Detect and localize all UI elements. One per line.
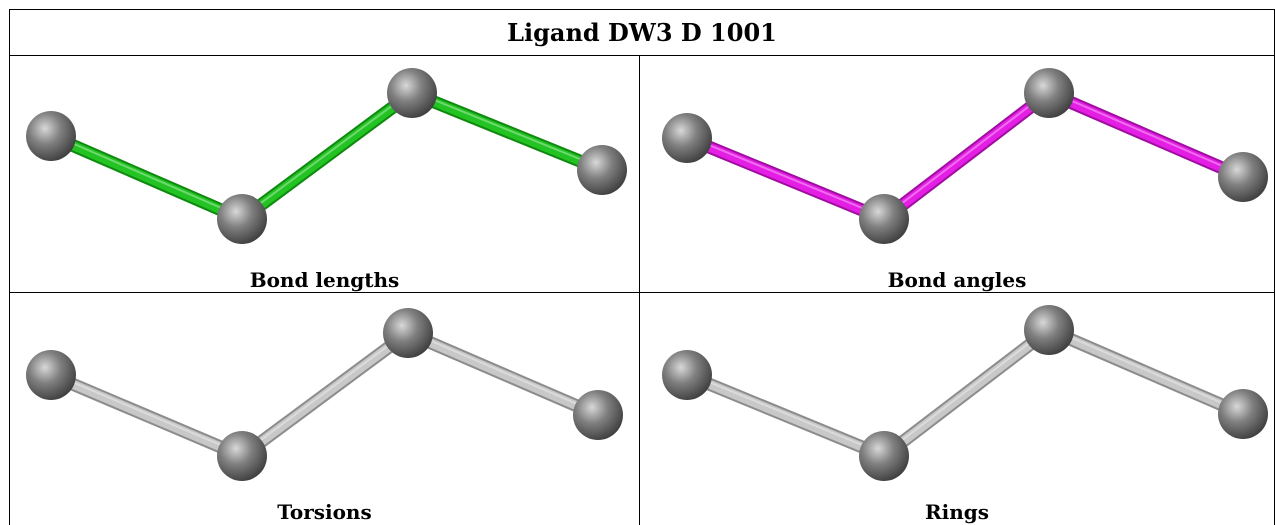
table-border-top (9, 9, 1275, 10)
atom-torsions-3 (383, 308, 433, 358)
bond-torsions-1 (44, 368, 249, 463)
atom-bond-lengths-4 (577, 145, 627, 195)
atom-bond-angles-1 (662, 113, 712, 163)
panel-bond-lengths: Bond lengths (10, 56, 639, 292)
table-border-middle (9, 292, 1275, 293)
molecule-bond-angles (662, 68, 1268, 244)
ligand-table: Ligand DW3 D 1001 Bond lengths Bond angl… (9, 9, 1275, 525)
ligand-title: Ligand DW3 D 1001 (507, 17, 777, 47)
panel-bond-angles: Bond angles (640, 56, 1274, 292)
bond-torsions-3 (401, 326, 605, 422)
molecule-bond-lengths (26, 68, 627, 244)
atom-bond-angles-3 (1024, 68, 1074, 118)
molecule-torsions (26, 308, 623, 481)
panel-rings: Rings (640, 293, 1274, 525)
atom-rings-2 (859, 431, 909, 481)
caption-rings: Rings (924, 500, 989, 524)
atom-bond-angles-4 (1218, 152, 1268, 202)
molecule-rings (662, 305, 1268, 481)
bond-rings-2 (877, 323, 1056, 463)
atom-bond-lengths-1 (26, 111, 76, 161)
atom-rings-1 (662, 350, 712, 400)
atom-rings-4 (1218, 389, 1268, 439)
atom-bond-lengths-3 (387, 68, 437, 118)
bond-bond-angles-1 (680, 131, 891, 226)
atom-torsions-4 (573, 390, 623, 440)
panel-torsions: Torsions (10, 293, 639, 525)
table-border-title (9, 55, 1275, 56)
bond-bond-lengths-2 (235, 86, 419, 226)
table-border-center (639, 55, 640, 525)
bond-torsions-2 (235, 326, 415, 463)
bond-bond-lengths-3 (405, 86, 609, 177)
atom-rings-3 (1024, 305, 1074, 355)
bond-bond-angles-3 (1042, 86, 1250, 184)
bond-rings-1 (680, 368, 891, 463)
caption-bond-lengths: Bond lengths (249, 268, 400, 292)
caption-torsions: Torsions (277, 500, 372, 524)
table-border-left (9, 9, 10, 525)
caption-bond-angles: Bond angles (887, 268, 1027, 292)
atom-bond-angles-2 (859, 194, 909, 244)
bond-bond-angles-2 (877, 86, 1056, 226)
atom-bond-lengths-2 (217, 194, 267, 244)
bond-bond-lengths-1 (44, 129, 249, 226)
bond-rings-3 (1042, 323, 1250, 421)
atom-torsions-2 (217, 431, 267, 481)
atom-torsions-1 (26, 350, 76, 400)
